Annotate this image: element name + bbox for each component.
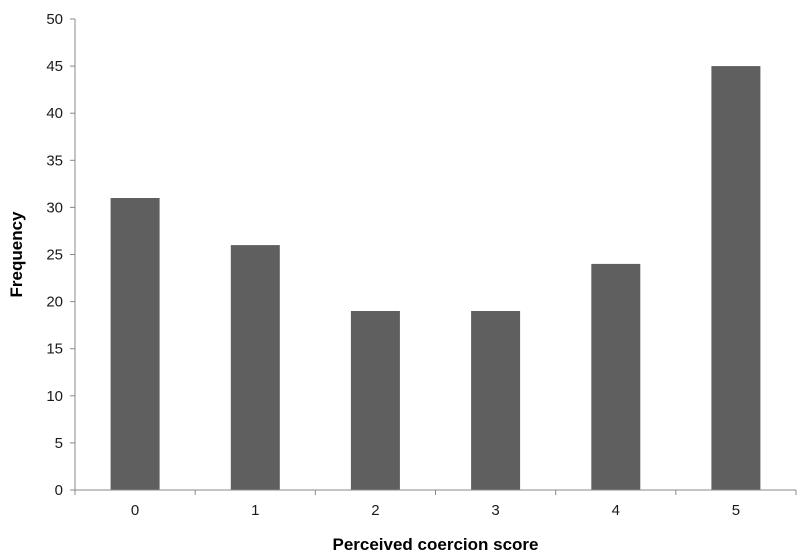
y-tick-label-15: 15 xyxy=(46,341,63,358)
x-tick-label-0: 0 xyxy=(131,502,139,519)
bar-2 xyxy=(350,311,400,490)
bar-0 xyxy=(110,198,160,490)
y-tick-label-45: 45 xyxy=(46,58,63,75)
x-tick-label-3: 3 xyxy=(491,502,499,519)
y-tick-label-25: 25 xyxy=(46,247,63,264)
y-tick-label-0: 0 xyxy=(55,482,63,499)
x-axis-title: Perceived coercion score xyxy=(332,535,538,554)
bar-4 xyxy=(591,263,641,490)
bar-1 xyxy=(230,245,280,490)
axes-layer xyxy=(74,19,796,491)
bar-3 xyxy=(471,311,521,490)
y-axis-title: Frequency xyxy=(7,211,26,298)
x-ticks: 0 1 2 3 4 5 xyxy=(74,490,797,519)
y-tick-label-30: 30 xyxy=(46,199,63,216)
y-ticks: 0 5 10 15 20 25 30 35 40 45 50 xyxy=(46,11,75,499)
y-tick-label-20: 20 xyxy=(46,294,63,311)
x-tick-label-4: 4 xyxy=(612,502,620,519)
x-tick-label-5: 5 xyxy=(732,502,740,519)
y-tick-label-5: 5 xyxy=(55,435,63,452)
y-tick-label-35: 35 xyxy=(46,152,63,169)
y-tick-label-40: 40 xyxy=(46,105,63,122)
y-tick-label-50: 50 xyxy=(46,11,63,28)
x-tick-label-1: 1 xyxy=(251,502,259,519)
x-tick-label-2: 2 xyxy=(371,502,379,519)
y-tick-label-10: 10 xyxy=(46,388,63,405)
bar-5 xyxy=(711,66,761,490)
bars-layer xyxy=(110,66,761,490)
